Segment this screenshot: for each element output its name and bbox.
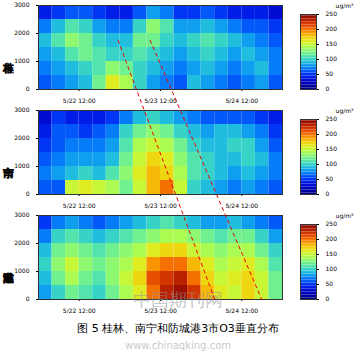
svg-text:5/24 12:00: 5/24 12:00 — [225, 307, 258, 314]
svg-text:200: 200 — [326, 25, 338, 32]
svg-text:5/23 12:00: 5/23 12:00 — [144, 307, 177, 314]
svg-text:150: 150 — [326, 250, 338, 257]
svg-text:250: 250 — [326, 10, 338, 17]
svg-text:3000: 3000 — [14, 211, 29, 218]
svg-text:2000: 2000 — [14, 29, 29, 36]
svg-text:250: 250 — [326, 115, 338, 122]
svg-text:2000: 2000 — [14, 134, 29, 141]
svg-text:50: 50 — [326, 70, 334, 77]
svg-text:200: 200 — [326, 130, 338, 137]
svg-text:0: 0 — [26, 190, 30, 197]
svg-text:0: 0 — [26, 295, 30, 302]
svg-text:0: 0 — [326, 85, 330, 92]
svg-text:5/22 12:00: 5/22 12:00 — [63, 307, 96, 314]
svg-text:ug/m³: ug/m³ — [336, 2, 354, 10]
svg-text:0: 0 — [326, 190, 330, 197]
svg-text:3000: 3000 — [14, 1, 29, 8]
svg-text:100: 100 — [326, 160, 338, 167]
svg-text:ug/m³: ug/m³ — [336, 107, 354, 115]
svg-text:100: 100 — [326, 55, 338, 62]
svg-text:0: 0 — [326, 295, 330, 302]
svg-text:50: 50 — [326, 280, 334, 287]
svg-text:5/23 12:00: 5/23 12:00 — [144, 97, 177, 104]
svg-text:1000: 1000 — [14, 57, 29, 64]
svg-text:150: 150 — [326, 40, 338, 47]
svg-text:2000: 2000 — [14, 239, 29, 246]
svg-text:150: 150 — [326, 145, 338, 152]
svg-text:5/24 12:00: 5/24 12:00 — [225, 97, 258, 104]
svg-text:100: 100 — [326, 265, 338, 272]
svg-text:5/22 12:00: 5/22 12:00 — [63, 97, 96, 104]
svg-text:50: 50 — [326, 175, 334, 182]
svg-text:ug/m³: ug/m³ — [336, 212, 354, 220]
svg-text:1000: 1000 — [14, 267, 29, 274]
svg-text:5/22 12:00: 5/22 12:00 — [63, 202, 96, 209]
svg-text:1000: 1000 — [14, 162, 29, 169]
svg-text:0: 0 — [26, 85, 30, 92]
svg-text:5/24 12:00: 5/24 12:00 — [225, 202, 258, 209]
svg-text:3000: 3000 — [14, 106, 29, 113]
svg-text:5/23 12:00: 5/23 12:00 — [144, 202, 177, 209]
svg-text:200: 200 — [326, 235, 338, 242]
svg-text:250: 250 — [326, 220, 338, 227]
